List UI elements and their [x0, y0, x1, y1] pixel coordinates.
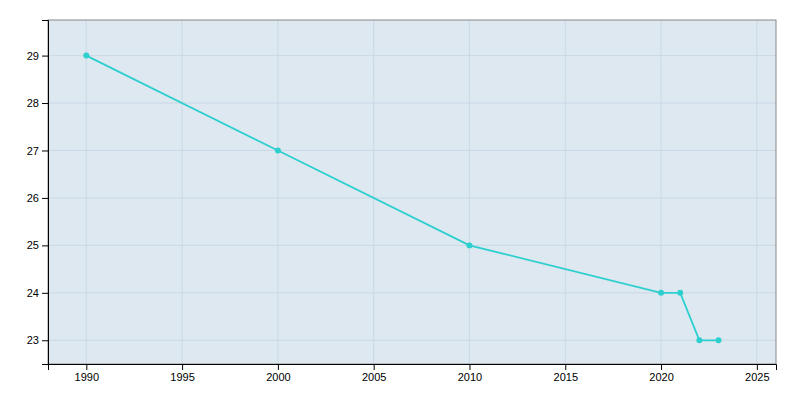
y-grid-line	[48, 103, 776, 104]
x-tick-mark	[757, 364, 758, 370]
y-tick: 29	[27, 50, 48, 62]
x-tick: 1995	[170, 364, 194, 383]
y-tick: 28	[27, 97, 48, 109]
x-tick: 1990	[75, 364, 99, 383]
line	[86, 56, 718, 341]
x-tick: 2005	[362, 364, 386, 383]
y-tick: 23	[27, 334, 48, 346]
y-tick: 24	[27, 287, 48, 299]
y-tick-label: 29	[27, 50, 39, 62]
x-grid-line	[756, 20, 757, 364]
x-tick: 2000	[266, 364, 290, 383]
y-tick: 25	[27, 239, 48, 251]
point	[677, 290, 683, 296]
x-axis: 1990 1995 2000 2005 2010 2015 2020 2025	[49, 364, 777, 383]
x-tick-mark	[278, 364, 279, 370]
y-axis: 23 24 25 26 27 28 29	[27, 21, 49, 365]
y-tick-mark	[42, 245, 48, 246]
x-tick: 2020	[649, 364, 673, 383]
y-tick-mark	[42, 340, 48, 341]
point	[658, 290, 664, 296]
x-tick-label: 1995	[170, 371, 194, 383]
y-tick-mark	[42, 56, 48, 57]
y-grid-line	[48, 245, 776, 246]
y-grid-line	[48, 340, 776, 341]
y-tick-label: 27	[27, 145, 39, 157]
x-tick: 2010	[458, 364, 482, 383]
y-axis-line	[42, 21, 49, 365]
y-grid-line	[48, 197, 776, 198]
x-grid-line	[469, 20, 470, 364]
y-tick-mark	[42, 150, 48, 151]
x-tick-mark	[86, 364, 87, 370]
y-tick-mark	[42, 103, 48, 104]
x-tick-label: 2015	[554, 371, 578, 383]
plot-frame	[48, 20, 776, 364]
x-grid-line	[373, 20, 374, 364]
point	[83, 53, 89, 59]
x-grid-line	[565, 20, 566, 364]
y-tick-mark	[42, 198, 48, 199]
y-tick-label: 26	[27, 192, 39, 204]
x-axis-line	[49, 365, 777, 371]
x-tick-mark	[661, 364, 662, 370]
plot: 1990 1995 2000 2005 2010 2015 2020 2025 23 24 25 26…	[27, 20, 777, 383]
y-grid-line	[48, 150, 776, 151]
x-tick-label: 2010	[458, 371, 482, 383]
y-tick-mark	[42, 293, 48, 294]
x-grid-line	[182, 20, 183, 364]
y-tick-label: 24	[27, 287, 39, 299]
x-tick-mark	[565, 364, 566, 370]
point	[716, 337, 722, 343]
x-tick-mark	[182, 364, 183, 370]
grid	[48, 20, 776, 364]
x-tick-label: 2020	[649, 371, 673, 383]
x-tick: 2025	[745, 364, 769, 383]
chart: 1990 1995 2000 2005 2010 2015 2020 2025 23 24 25 26…	[0, 0, 800, 400]
y-tick-label: 25	[27, 239, 39, 251]
y-tick-label: 28	[27, 97, 39, 109]
x-grid-line	[86, 20, 87, 364]
y-tick: 26	[27, 192, 48, 204]
y-grid-line	[48, 55, 776, 56]
x-tick-label: 1990	[75, 371, 99, 383]
point	[466, 242, 472, 248]
plot-background	[48, 20, 776, 364]
x-grid-line	[661, 20, 662, 364]
x-tick: 2015	[554, 364, 578, 383]
x-tick-label: 2025	[745, 371, 769, 383]
point	[275, 147, 281, 153]
y-tick: 27	[27, 145, 48, 157]
x-grid-line	[277, 20, 278, 364]
x-tick-mark	[374, 364, 375, 370]
x-tick-mark	[469, 364, 470, 370]
x-tick-label: 2000	[266, 371, 290, 383]
y-tick-label: 23	[27, 334, 39, 346]
x-tick-label: 2005	[362, 371, 386, 383]
series	[83, 53, 721, 344]
point	[696, 337, 702, 343]
